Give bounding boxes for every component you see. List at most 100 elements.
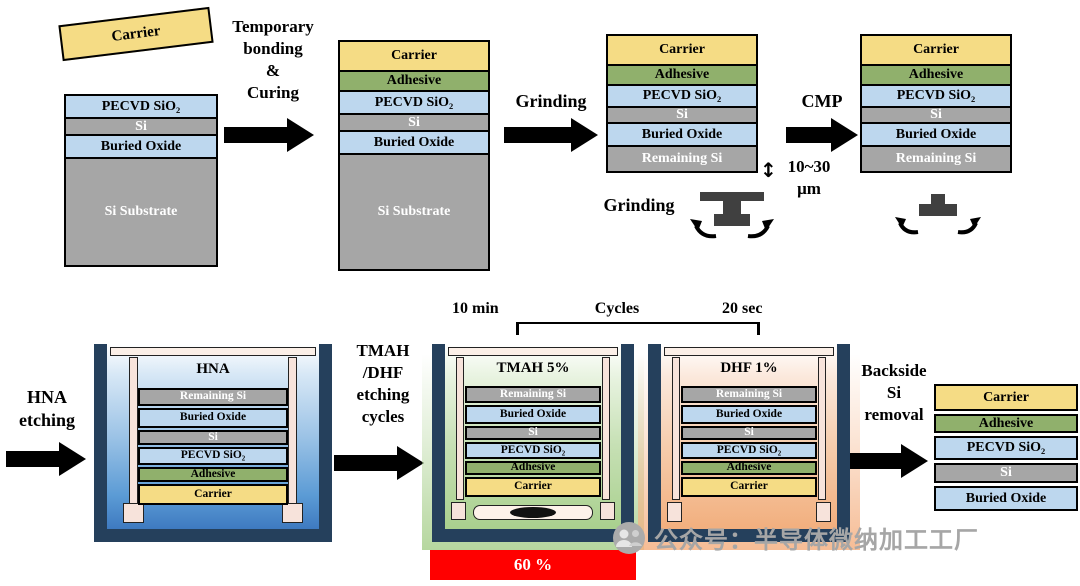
layer-remaining-si: Remaining Si (138, 388, 288, 406)
cycle-bracket-tick-right (757, 322, 760, 335)
holder-top-bar (110, 347, 316, 356)
layer-buried-oxide: Buried Oxide (860, 122, 1012, 147)
tilted-carrier-wafer: Carrier (58, 6, 214, 62)
step-label-hna-etching: HNA etching (19, 387, 75, 431)
layer-si: Si (681, 426, 817, 440)
layer-si: Si (465, 426, 601, 440)
process-arrow-grinding (504, 118, 598, 152)
progress-bar: 60 % (430, 550, 636, 580)
holder-rail-right (602, 357, 610, 500)
layer-buried-oxide: Buried Oxide (934, 486, 1078, 511)
hna-beaker: HNA Remaining Si Buried Oxide Si PECVD S… (94, 344, 332, 542)
flipped-stack-hna: Remaining Si Buried Oxide Si PECVD SiO₂ … (138, 388, 288, 505)
cmp-tool-icon (892, 192, 984, 245)
layer-remaining-si: Remaining Si (681, 386, 817, 403)
bonded-stack: Carrier Adhesive PECVD SiO₂ Si Buried Ox… (338, 40, 490, 271)
flipped-stack-dhf: Remaining Si Buried Oxide Si PECVD SiO₂ … (681, 386, 817, 497)
layer-pecvd-sio2: PECVD SiO₂ (138, 447, 288, 465)
layer-pecvd-sio2: PECVD SiO₂ (465, 442, 601, 459)
ground-stack: Carrier Adhesive PECVD SiO₂ Si Buried Ox… (606, 34, 758, 173)
layer-adhesive: Adhesive (681, 461, 817, 475)
wechat-logo-icon (612, 521, 646, 555)
layer-adhesive: Adhesive (465, 461, 601, 475)
layer-remaining-si: Remaining Si (465, 386, 601, 403)
layer-pecvd-sio2: PECVD SiO₂ (934, 436, 1078, 460)
watermark-text: 公众号：半导体微纳加工工厂 (654, 526, 979, 554)
grinding-tool-label: Grinding (603, 195, 675, 215)
holder-foot-right (282, 503, 303, 523)
beaker-label-tmah: TMAH 5% (496, 360, 570, 376)
layer-carrier: Carrier (138, 484, 288, 505)
flipped-stack-tmah: Remaining Si Buried Oxide Si PECVD SiO₂ … (465, 386, 601, 497)
cycle-label: Cycles (594, 300, 640, 317)
layer-adhesive: Adhesive (860, 64, 1012, 86)
layer-carrier: Carrier (465, 477, 601, 497)
layer-carrier: Carrier (606, 34, 758, 66)
layer-adhesive: Adhesive (338, 70, 490, 92)
watermark: 公众号：半导体微纳加工工厂 (612, 520, 979, 555)
layer-carrier: Carrier (934, 384, 1078, 411)
holder-rail-left (672, 357, 680, 500)
final-stack: Carrier Adhesive PECVD SiO₂ Si Buried Ox… (934, 384, 1078, 511)
layer-buried-oxide: Buried Oxide (681, 405, 817, 424)
holder-top-bar (664, 347, 834, 356)
layer-carrier: Carrier (860, 34, 1012, 66)
layer-si: Si (934, 463, 1078, 483)
layer-buried-oxide: Buried Oxide (138, 408, 288, 428)
layer-si-substrate: Si Substrate (338, 153, 490, 271)
process-arrow-tmah-dhf (334, 446, 424, 480)
process-arrow-bonding (224, 118, 314, 152)
holder-rail-left (129, 357, 138, 505)
layer-buried-oxide: Buried Oxide (465, 405, 601, 424)
thickness-annotation: 10~30 μm (787, 157, 831, 199)
tmah-beaker: TMAH 5% Remaining Si Buried Oxide Si PEC… (432, 344, 634, 542)
step-label-tmah-dhf: TMAH /DHF etching cycles (356, 341, 410, 427)
layer-pecvd-sio2: PECVD SiO₂ (338, 90, 490, 115)
holder-rail-right (288, 357, 297, 505)
layer-remaining-si: Remaining Si (860, 145, 1012, 173)
layer-carrier: Carrier (338, 40, 490, 72)
holder-rail-left (456, 357, 464, 500)
cmp-stack: Carrier Adhesive PECVD SiO₂ Si Buried Ox… (860, 34, 1012, 173)
layer-adhesive: Adhesive (934, 414, 1078, 433)
layer-si: Si (138, 430, 288, 445)
cycle-time-right: 20 sec (722, 300, 763, 317)
layer-pecvd-sio2: PECVD SiO₂ (681, 442, 817, 459)
holder-foot-left (451, 502, 466, 520)
layer-buried-oxide: Buried Oxide (64, 134, 218, 159)
cycle-bracket-line (516, 322, 760, 324)
layer-adhesive: Adhesive (606, 64, 758, 86)
process-arrow-cmp (786, 118, 858, 152)
step-label-cmp: CMP (801, 91, 843, 111)
grinding-tool-icon (686, 190, 786, 251)
layer-carrier: Carrier (681, 477, 817, 497)
step-label-bonding: Temporary bonding & Curing (232, 17, 314, 103)
layer-pecvd-sio2: PECVD SiO₂ (860, 84, 1012, 108)
holder-foot-left (667, 502, 682, 522)
step-label-backside-removal: Backside Si removal (861, 361, 927, 425)
layer-pecvd-sio2: PECVD SiO₂ (606, 84, 758, 108)
holder-foot-right (600, 502, 615, 520)
thickness-double-arrow-icon: ↕ (760, 158, 777, 182)
beaker-label-dhf: DHF 1% (720, 360, 778, 376)
layer-buried-oxide: Buried Oxide (338, 130, 490, 155)
process-arrow-backside (846, 444, 928, 478)
layer-remaining-si: Remaining Si (606, 145, 758, 173)
layer-pecvd-sio2: PECVD SiO₂ (64, 94, 218, 119)
dhf-beaker: DHF 1% Remaining Si Buried Oxide Si PECV… (648, 344, 850, 542)
beaker-label-hna: HNA (196, 361, 230, 377)
magnetic-stir-bar (510, 507, 556, 518)
cycle-time-left: 10 min (452, 300, 499, 317)
cycle-bracket-tick-left (516, 322, 519, 335)
layer-si-substrate: Si Substrate (64, 157, 218, 267)
holder-rail-right (818, 357, 826, 500)
holder-foot-right (816, 502, 831, 522)
layer-buried-oxide: Buried Oxide (606, 122, 758, 147)
initial-stack: PECVD SiO₂ Si Buried Oxide Si Substrate (64, 94, 218, 267)
layer-adhesive: Adhesive (138, 467, 288, 482)
holder-foot-left (123, 503, 144, 523)
step-label-grinding: Grinding (515, 91, 587, 111)
holder-top-bar (448, 347, 618, 356)
process-arrow-hna (6, 442, 86, 476)
